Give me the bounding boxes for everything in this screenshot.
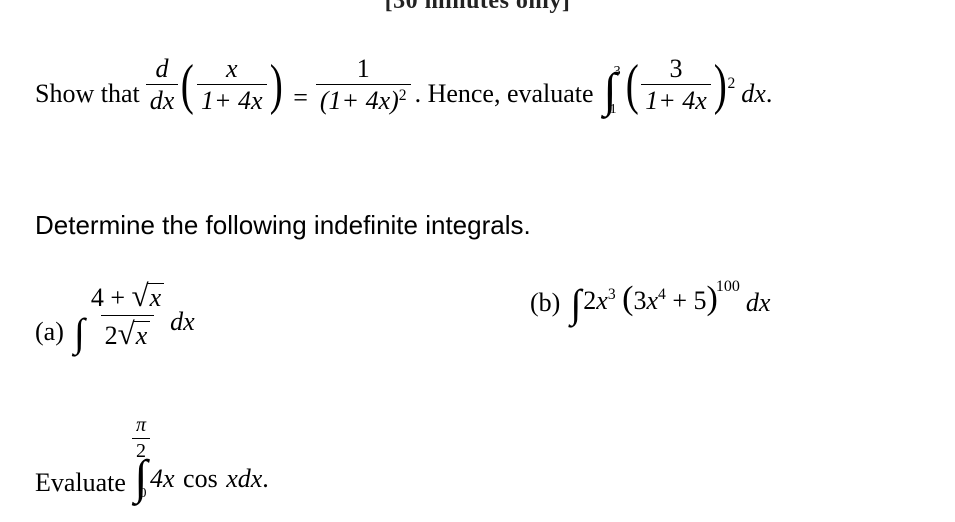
qa-den-left: 2 [105, 321, 118, 350]
rparen-icon: ) [714, 57, 727, 113]
qa-fraction: 4 + √x 2√x [87, 280, 168, 351]
qb-dx: dx [742, 288, 771, 322]
eval-dx: dx [238, 464, 263, 493]
qb-exp: 3 [608, 286, 616, 303]
pi-icon: π [132, 415, 150, 438]
q1-rhs-num: 1 [353, 55, 374, 84]
q1-rhs-fraction: 1 (1+ 4x)2 [316, 55, 411, 115]
q1-rhs-den-base: (1+ 4x) [320, 86, 399, 115]
qb-inner-b: + 5 [672, 286, 706, 315]
integral-icon: ∫ [570, 286, 583, 322]
q1-int-den: 1+ 4x [641, 84, 711, 114]
equals-sign: = [285, 83, 316, 115]
sqrt-icon: √x [118, 318, 151, 351]
qa-num-sqrt-arg: x [147, 283, 165, 311]
eval-integrand: 4x cos xdx. [150, 464, 269, 498]
qb-outer-exp: 100 [716, 278, 740, 296]
eval-lower-limit: 0 [139, 490, 146, 498]
qa-den-sqrt-arg: x [133, 321, 151, 349]
q2-heading: Determine the following indefinite integ… [35, 210, 531, 241]
q1-derivative: d dx ( x 1+ 4x ) [146, 55, 285, 115]
eval-period: . [262, 464, 269, 493]
question-1: Show that d dx ( x 1+ 4x ) = 1 (1+ 4x)2 [35, 55, 925, 115]
lparen-icon: ( [622, 280, 633, 317]
rparen-icon: ) [269, 57, 282, 113]
q1-inner-den: 1+ 4x [197, 84, 267, 114]
cropped-header: [30 minutes only] [0, 0, 955, 15]
question-b: (b) ∫ 2x3 (3x4 + 5) 100 dx [530, 280, 770, 322]
sqrt-icon: √x [132, 280, 165, 313]
q1-int-outer-exp: 2 [727, 75, 735, 93]
q1-rhs-den-exp: 2 [399, 87, 407, 104]
q1-mid-text: . Hence, evaluate [411, 79, 594, 115]
eval-x2: x [224, 464, 238, 493]
q1-int-lower: 1 [610, 105, 617, 115]
qb-inner-a: 3 [633, 286, 646, 315]
label-b: (b) [530, 288, 570, 322]
eval-x1: x [163, 464, 175, 493]
qa-num-left: 4 + [91, 283, 125, 312]
q1-int-body: ( 3 1+ 4x ) [623, 55, 730, 115]
lparen-icon: ( [625, 57, 638, 113]
eval-4: 4 [150, 464, 163, 493]
integral-sign-q1: 3 ∫ 1 [600, 67, 621, 115]
q1-lead: Show that [35, 79, 140, 115]
lparen-icon: ( [181, 57, 194, 113]
q1-dx: dx [737, 79, 766, 115]
integral-sign-eval: π 2 ∫ 0 [132, 415, 150, 498]
evaluate-label: Evaluate [35, 468, 132, 498]
q1-period: . [766, 79, 773, 115]
deriv-d: d [152, 55, 173, 84]
qb-inner-var: x [646, 286, 658, 315]
qb-inner-exp: 4 [658, 286, 666, 303]
label-a: (a) [35, 317, 74, 351]
question-evaluate: Evaluate π 2 ∫ 0 4x cos xdx. [35, 415, 269, 498]
q1-int-num: 3 [666, 55, 687, 84]
integral-icon: ∫ [74, 315, 87, 351]
qb-var: x [596, 286, 608, 315]
cos-label: cos [181, 464, 218, 493]
q1-inner-num: x [222, 55, 242, 84]
question-a: (a) ∫ 4 + √x 2√x dx [35, 280, 195, 351]
qb-coeff: 2 [583, 286, 596, 315]
qa-dx: dx [168, 307, 195, 351]
deriv-dx: dx [146, 84, 179, 114]
